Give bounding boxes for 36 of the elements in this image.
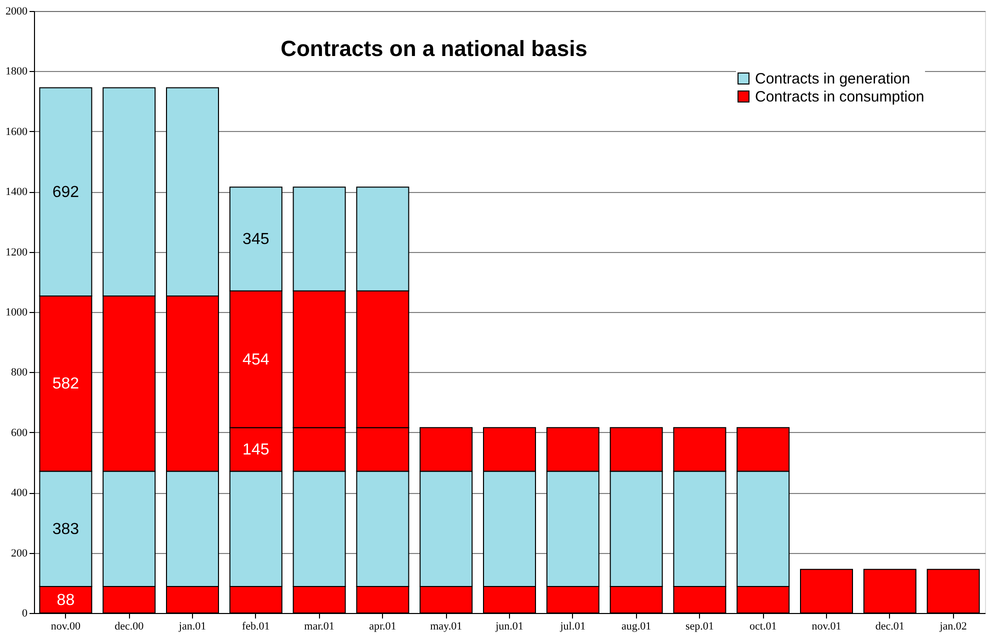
x-tick-label: jan.02 (938, 620, 967, 632)
y-tick-label: 1000 (6, 306, 28, 318)
x-tick-label: feb.01 (242, 620, 270, 632)
x-tick-label: sep.01 (685, 620, 714, 632)
x-tick-label: apr.01 (369, 620, 396, 632)
x-tick-label: dec.01 (875, 620, 904, 632)
y-tick-label: 1200 (6, 246, 28, 258)
x-tick-label: mar.01 (304, 620, 334, 632)
data-label: 383 (52, 520, 80, 538)
y-tick-label: 400 (11, 487, 28, 500)
legend-label: Contracts in consumption (755, 88, 924, 106)
y-tick-label: 1800 (6, 66, 28, 78)
y-tick-label: 1400 (6, 186, 28, 198)
data-label: 88 (56, 592, 75, 609)
data-label: 454 (242, 351, 270, 368)
y-tick-label: 600 (11, 426, 28, 439)
x-tick-label: dec.00 (114, 620, 144, 632)
data-label: 582 (52, 376, 80, 393)
data-label: 692 (52, 184, 80, 201)
x-tick-label: may.01 (430, 620, 462, 632)
x-tick-label: jun.01 (494, 620, 524, 632)
data-label: 145 (242, 441, 270, 458)
x-tick-label: oct.01 (750, 620, 777, 632)
y-tick-label: 1600 (6, 126, 28, 138)
y-tick-label: 2000 (6, 6, 28, 18)
x-tick-label: jul.01 (559, 620, 586, 632)
x-tick-label: nov.01 (812, 620, 842, 632)
x-tick-label: aug.01 (621, 620, 652, 632)
x-tick-label: jan.01 (178, 620, 206, 632)
legend-label: Contracts in generation (755, 70, 910, 88)
data-label: 345 (242, 231, 270, 248)
x-tick-label: nov.00 (50, 620, 81, 632)
text: Contracts on a national basis (280, 36, 588, 61)
y-tick-label: 800 (11, 366, 28, 379)
y-tick-label: 0 (22, 608, 28, 620)
y-tick-label: 200 (11, 547, 28, 560)
